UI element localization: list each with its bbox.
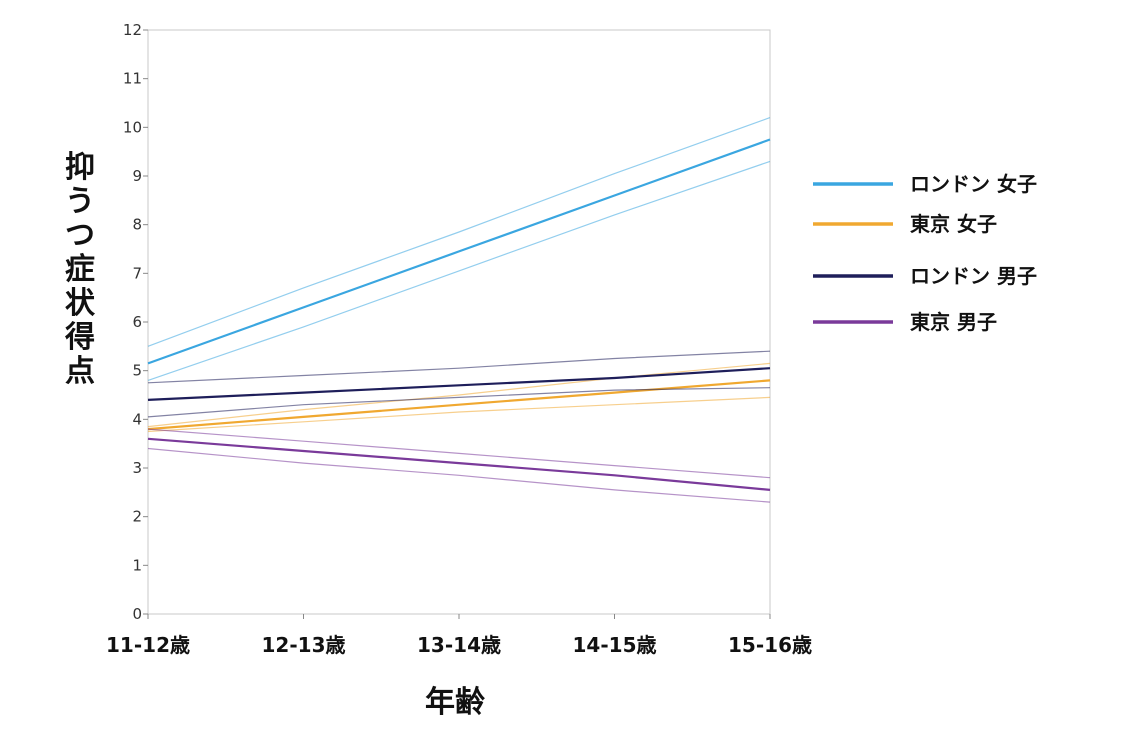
x-tick-label: 12-13歳 [262, 633, 346, 657]
series-line [147, 138, 771, 365]
y-tick-label: 4 [132, 410, 142, 428]
series-lower-bound-line [147, 387, 771, 418]
y-tick-label: 9 [132, 167, 142, 185]
series-0 [147, 117, 771, 381]
legend-item: ロンドン 男子 [813, 264, 1037, 288]
legend-label: ロンドン 女子 [910, 172, 1037, 196]
y-tick-label: 6 [132, 313, 142, 331]
legend-label: 東京 男子 [910, 310, 997, 334]
y-tick-label: 2 [132, 508, 142, 526]
y-axis-title-char: 症 [65, 252, 95, 287]
x-tick-label: 15-16歳 [728, 633, 812, 657]
y-tick-label: 8 [132, 216, 142, 234]
legend-label: ロンドン 男子 [910, 264, 1037, 288]
plot-frame [147, 29, 771, 615]
series-lower-bound-line [147, 160, 771, 381]
y-tick-label: 5 [132, 362, 142, 380]
y-axis-title-char: 状 [65, 286, 96, 321]
legend-item: 東京 女子 [813, 212, 997, 236]
y-axis-title-char: 抑 [65, 150, 95, 185]
legend-item: 東京 男子 [813, 310, 997, 334]
series-upper-bound-line [147, 350, 771, 384]
legend-item: ロンドン 女子 [813, 172, 1037, 196]
y-tick-label: 3 [132, 459, 142, 477]
series-upper-bound-line [147, 117, 771, 347]
x-axis-title: 年齢 [425, 685, 485, 720]
x-tick-label: 11-12歳 [106, 633, 190, 657]
series-1 [147, 362, 771, 433]
x-axis-ticks: 11-12歳 12-13歳 13-14歳 14-15歳 15-16歳 [106, 614, 812, 657]
x-tick-label: 14-15歳 [573, 633, 657, 657]
y-tick-label: 0 [132, 605, 142, 623]
series-lower-bound-line [147, 396, 771, 433]
series-layer [147, 117, 771, 503]
series-3 [147, 428, 771, 503]
series-line [147, 367, 771, 401]
y-tick-label: 12 [123, 21, 142, 39]
y-tick-label: 1 [132, 556, 142, 574]
series-line [147, 379, 771, 431]
y-axis-title-char: つ [65, 218, 95, 253]
y-tick-label: 11 [123, 70, 142, 88]
series-2 [147, 350, 771, 418]
y-tick-label: 7 [132, 264, 142, 282]
series-upper-bound-line [147, 428, 771, 479]
y-tick-label: 10 [123, 118, 142, 136]
y-axis-title-char: う [65, 184, 95, 219]
plot-border [147, 29, 771, 615]
series-line [147, 437, 771, 491]
x-tick-label: 13-14歳 [417, 633, 501, 657]
y-axis-title-char: 点 [65, 354, 95, 389]
y-axis-title-char: 得 [64, 320, 95, 355]
legend-label: 東京 女子 [910, 212, 997, 236]
series-lower-bound-line [147, 447, 771, 503]
series-upper-bound-line [147, 362, 771, 428]
